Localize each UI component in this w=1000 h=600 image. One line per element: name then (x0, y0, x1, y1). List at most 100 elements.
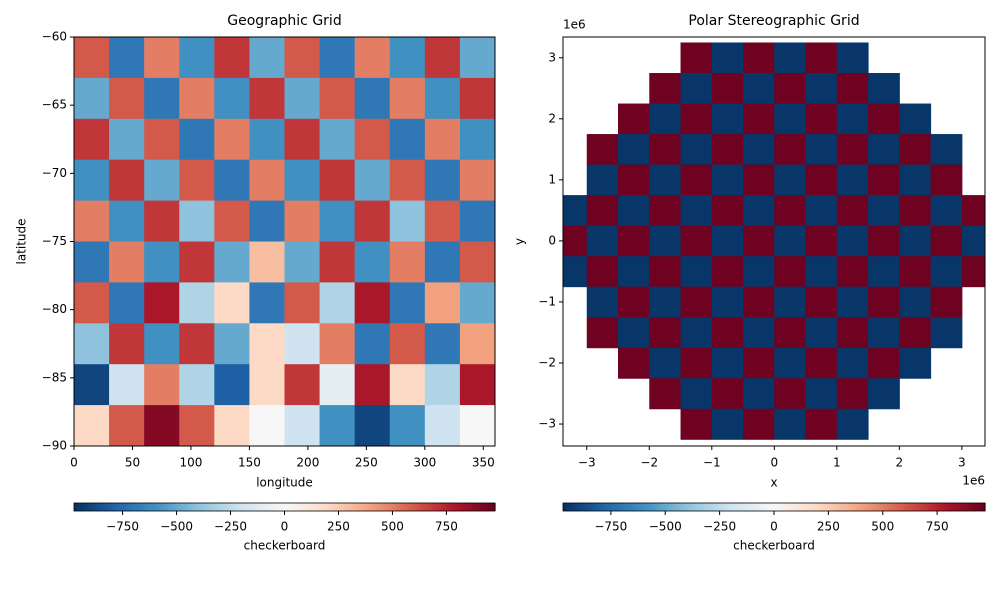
heatmap-cell (144, 37, 180, 79)
heatmap-cell (743, 42, 775, 74)
colorbar-tick-label: −750 (106, 520, 139, 534)
heatmap-cell (144, 77, 180, 120)
heatmap-cell (354, 282, 391, 324)
x-tick-label: −2 (640, 456, 658, 470)
heatmap-cell (424, 323, 461, 365)
heatmap-cell (319, 282, 356, 324)
heatmap-cell (319, 37, 356, 79)
heatmap-cell (711, 408, 744, 440)
y-tick-label: −3 (538, 417, 556, 431)
heatmap-cell (586, 195, 619, 227)
heatmap-cell (680, 347, 713, 379)
heatmap-cell (836, 195, 869, 227)
heatmap-cell (711, 42, 744, 74)
heatmap-cell (284, 282, 321, 324)
heatmap-cell (144, 364, 180, 406)
heatmap-cell (144, 200, 180, 242)
heatmap-cell (459, 118, 495, 161)
heatmap-cell (144, 405, 180, 446)
x-tick-label: 200 (296, 456, 319, 470)
heatmap (74, 37, 495, 446)
heatmap-cell (680, 103, 713, 135)
heatmap-cell (459, 77, 495, 120)
x-tick-label: 0 (770, 456, 778, 470)
heatmap-cell (711, 164, 744, 196)
x-tick-label: 0 (70, 456, 78, 470)
heatmap-cell (319, 241, 356, 283)
heatmap-cell (144, 159, 180, 202)
colorbar-label: checkerboard (244, 539, 326, 553)
heatmap-cell (179, 405, 215, 446)
x-axis-label: x (770, 476, 777, 490)
heatmap-cell (354, 37, 391, 79)
heatmap-cell (618, 195, 650, 227)
heatmap-cell (249, 77, 285, 120)
heatmap-cell (563, 225, 588, 257)
heatmap-cell (774, 378, 807, 410)
heatmap-cell (459, 241, 495, 283)
heatmap-cell (424, 159, 461, 202)
heatmap-cell (284, 364, 321, 406)
heatmap-cell (649, 164, 682, 196)
heatmap-cell (836, 225, 869, 257)
heatmap-cell (586, 286, 619, 318)
heatmap-cell (711, 256, 744, 288)
heatmap-cell (249, 364, 285, 406)
heatmap-cell (586, 134, 619, 166)
heatmap-cell (680, 164, 713, 196)
heatmap-cell (680, 286, 713, 318)
heatmap-cell (179, 241, 215, 283)
heatmap-cell (774, 408, 807, 440)
heatmap-cell (711, 225, 744, 257)
heatmap-cell (649, 347, 682, 379)
heatmap-cell (743, 317, 775, 349)
heatmap-cell (899, 286, 932, 318)
heatmap-cell (179, 118, 215, 161)
heatmap-cell (774, 195, 807, 227)
x-tick-label: 150 (238, 456, 261, 470)
heatmap-cell (711, 73, 744, 105)
heatmap-cell (74, 241, 110, 283)
x-axis-label: longitude (256, 476, 313, 490)
heatmap-cell (618, 286, 650, 318)
heatmap-cell (868, 286, 900, 318)
heatmap-cell (743, 164, 775, 196)
heatmap-cell (179, 282, 215, 324)
heatmap-cell (836, 164, 869, 196)
heatmap-cell (649, 286, 682, 318)
heatmap-cell (179, 323, 215, 365)
heatmap-cell (284, 200, 321, 242)
heatmap-cell (899, 347, 932, 379)
x-tick-label: 100 (179, 456, 202, 470)
colorbar-tick-label: −250 (214, 520, 247, 534)
heatmap-cell (618, 103, 650, 135)
heatmap-cell (868, 164, 900, 196)
heatmap-cell (109, 241, 145, 283)
heatmap-cell (74, 405, 110, 446)
heatmap-cell (319, 118, 356, 161)
heatmap-cell (930, 317, 963, 349)
heatmap-cell (424, 282, 461, 324)
heatmap-cell (459, 364, 495, 406)
colorbar-tick-label: 0 (770, 520, 778, 534)
heatmap-cell (743, 347, 775, 379)
y-tick-label: −75 (42, 234, 67, 248)
heatmap-cell (680, 225, 713, 257)
heatmap-cell (144, 118, 180, 161)
heatmap-cell (389, 77, 426, 120)
colorbar-tick-label: −500 (649, 520, 682, 534)
y-tick-label: −65 (42, 98, 67, 112)
heatmap-cell (586, 164, 619, 196)
heatmap-cell (649, 73, 682, 105)
heatmap-cell (743, 286, 775, 318)
heatmap-cell (354, 77, 391, 120)
heatmap-cell (711, 317, 744, 349)
heatmap-cell (74, 282, 110, 324)
heatmap-cell (389, 37, 426, 79)
y-tick-label: −90 (42, 439, 67, 453)
heatmap-cell (109, 37, 145, 79)
heatmap-cell (284, 159, 321, 202)
heatmap-cell (249, 200, 285, 242)
heatmap-cell (214, 282, 250, 324)
